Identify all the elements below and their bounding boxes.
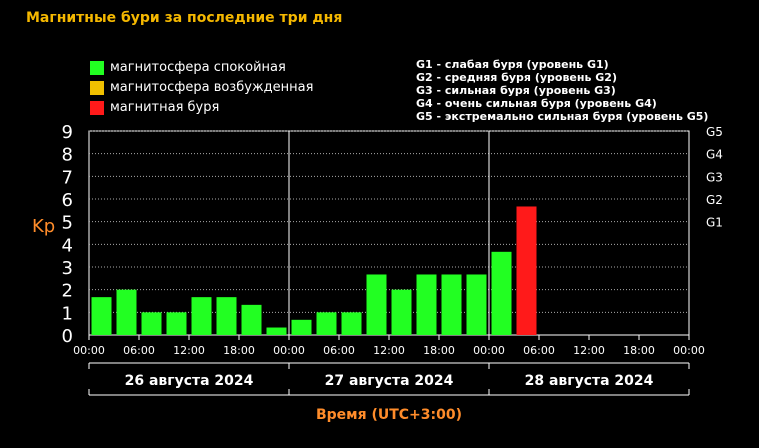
x-tick-label: 12:00 [373,344,405,357]
kp-bar [166,312,187,335]
x-tick-label: 18:00 [423,344,455,357]
day-label: 28 августа 2024 [525,373,654,389]
y-tick-label: 3 [62,258,73,279]
kp-bar [116,289,137,335]
day-label: 26 августа 2024 [125,373,254,389]
legend-swatch-quiet [90,60,104,75]
legend-label-excited: магнитосфера возбужденная [110,80,314,95]
plot-frame [88,130,690,336]
kp-bar [291,319,312,335]
x-tick-label: 18:00 [223,344,255,357]
y-tick-label: 0 [62,326,73,347]
x-tick-label: 12:00 [173,344,205,357]
legend-item-storm: магнитная буря [90,100,219,115]
kp-bar [516,206,537,335]
kp-bar [241,304,262,335]
kp-bar [466,274,487,335]
kp-bar [141,312,162,335]
y-tick-label: 6 [62,190,73,211]
g-tick-label: G1 [706,216,723,230]
kp-bar [491,251,512,335]
y-tick-label: 9 [62,122,73,143]
x-tick-label: 06:00 [123,344,155,357]
kp-bar [391,289,412,335]
g-level-5: G5 - экстремально сильная буря (уровень … [416,110,709,123]
g-level-4: G4 - очень сильная буря (уровень G4) [416,97,657,110]
x-tick-label: 12:00 [573,344,605,357]
g-tick-label: G4 [706,148,723,162]
kp-bar [316,312,337,335]
kp-bar [366,274,387,335]
legend-item-quiet: магнитосфера спокойная [90,60,286,75]
x-tick-label: 00:00 [473,344,505,357]
x-tick-label: 00:00 [273,344,305,357]
x-tick-label: 00:00 [673,344,705,357]
g-tick-label: G3 [706,170,723,184]
legend-label-quiet: магнитосфера спокойная [110,60,286,75]
legend-item-excited: магнитосфера возбужденная [90,80,313,95]
x-axis-label: Время (UTC+3:00) [316,407,462,423]
kp-bar [441,274,462,335]
kp-bar [341,312,362,335]
kp-bar [416,274,437,335]
legend-swatch-excited [90,80,104,95]
y-tick-label: 1 [62,303,73,324]
g-level-1: G1 - слабая буря (уровень G1) [416,58,609,71]
g-level-3: G3 - сильная буря (уровень G3) [416,84,616,97]
page-title: Магнитные бури за последние три дня [26,10,343,26]
x-tick-label: 06:00 [523,344,555,357]
y-tick-label: 4 [62,235,73,256]
y-axis-label: Kp [32,216,55,237]
y-tick-label: 2 [62,281,73,302]
kp-bar [266,327,287,335]
g-level-2: G2 - средняя буря (уровень G2) [416,71,617,84]
y-tick-label: 7 [62,167,73,188]
y-tick-label: 5 [62,213,73,234]
x-tick-label: 18:00 [623,344,655,357]
legend-swatch-storm [90,100,104,115]
kp-bar [216,297,237,335]
g-tick-label: G2 [706,193,723,207]
x-tick-label: 00:00 [73,344,105,357]
day-label: 27 августа 2024 [325,373,454,389]
kp-bar [191,297,212,335]
x-tick-label: 06:00 [323,344,355,357]
legend-label-storm: магнитная буря [110,100,220,115]
kp-bar [91,297,112,335]
y-tick-label: 8 [62,145,73,166]
g-tick-label: G5 [706,125,723,139]
